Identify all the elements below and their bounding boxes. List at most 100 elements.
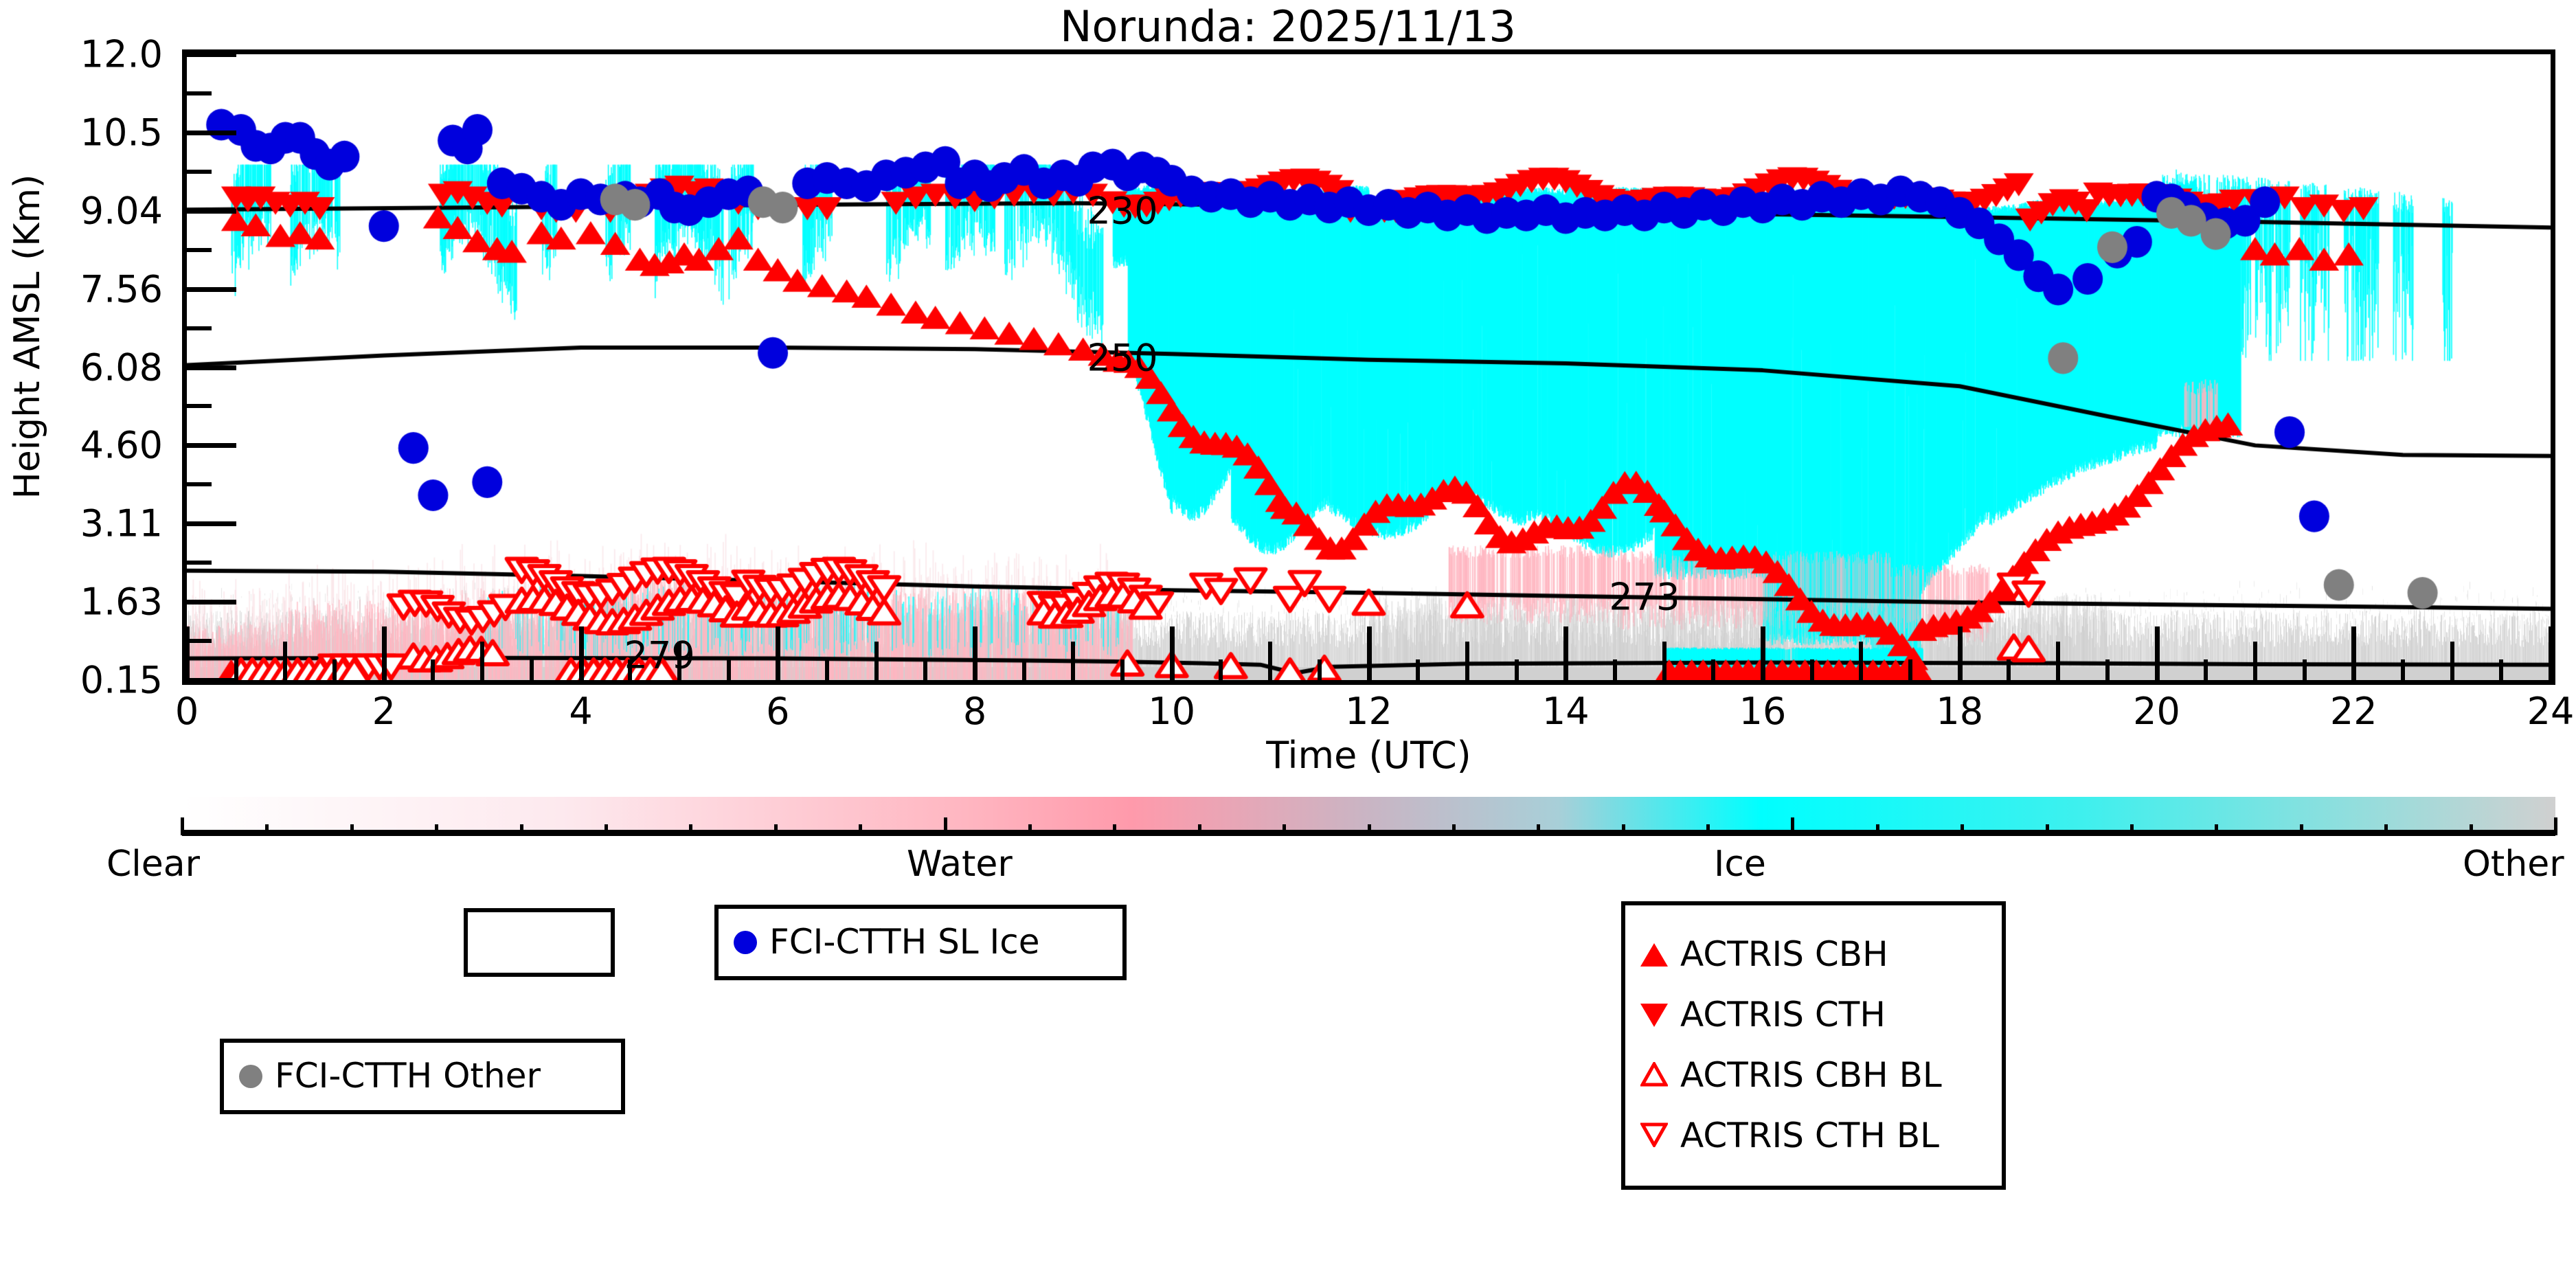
x-minor-tick	[2056, 642, 2061, 680]
y-minor-tick	[187, 639, 212, 644]
y-tick-label-4: 6.08	[80, 346, 163, 389]
plot-data-canvas	[187, 54, 2551, 680]
x-major-tick	[1563, 626, 1569, 680]
y-minor-tick	[187, 404, 212, 409]
grey-circle-icon	[239, 1065, 262, 1088]
x-minor-tick	[283, 642, 288, 680]
x-minor-tick	[2400, 659, 2405, 680]
x-major-tick	[2351, 626, 2357, 680]
x-major-tick	[1169, 626, 1175, 680]
x-minor-tick	[234, 659, 238, 680]
colorbar-tick	[1875, 824, 1879, 835]
x-minor-tick	[2204, 659, 2208, 680]
y-major-tick	[187, 208, 236, 214]
x-minor-tick	[1859, 642, 1864, 680]
colorbar-tick	[181, 817, 184, 835]
x-major-tick	[381, 626, 387, 680]
legend-label-sl-ice: FCI-CTTH SL Ice	[769, 922, 1040, 962]
colorbar-tick	[2384, 824, 2388, 835]
colorbar-label-other: Other	[2463, 844, 2564, 885]
colorbar-tick	[2215, 824, 2219, 835]
y-minor-tick	[187, 561, 212, 565]
legend-actris[interactable]: ACTRIS CBH ACTRIS CTH ACTRIS CBH BL ACTR…	[1621, 901, 2006, 1190]
legend-fci-other[interactable]: FCI-CTTH Other	[220, 1039, 625, 1114]
legend-row-actris-cbh-bl: ACTRIS CBH BL	[1625, 1046, 2002, 1106]
legend-fci-sl-ice[interactable]: FCI-CTTH SL Ice	[714, 905, 1127, 980]
isotherm-label-250: 250	[1087, 336, 1158, 380]
x-major-tick	[1957, 626, 1963, 680]
colorbar-tick	[1706, 824, 1710, 835]
triangle-up-filled-icon	[1640, 943, 1668, 967]
plot-clip	[187, 54, 2551, 680]
colorbar-tick	[1283, 824, 1287, 835]
x-tick-label-12: 12	[1345, 690, 1392, 733]
x-minor-tick	[2302, 659, 2307, 680]
x-minor-tick	[1219, 659, 1223, 680]
x-major-tick	[1366, 626, 1372, 680]
x-minor-tick	[1662, 642, 1667, 680]
colorbar-tick	[773, 824, 778, 835]
x-major-tick	[187, 626, 190, 680]
legend-label-actris-cth: ACTRIS CTH	[1680, 995, 1886, 1035]
isotherm-label-273: 273	[1609, 575, 1680, 619]
colorbar-tick	[859, 824, 863, 835]
legend-label-actris-cbh-bl: ACTRIS CBH BL	[1680, 1055, 1942, 1096]
x-minor-tick	[2499, 659, 2504, 680]
y-major-tick	[187, 521, 236, 527]
x-minor-tick	[1465, 642, 1469, 680]
x-minor-tick	[1317, 659, 1322, 680]
x-minor-tick	[2252, 642, 2257, 680]
colorbar-tick	[604, 824, 608, 835]
y-tick-label-1: 10.5	[80, 111, 163, 155]
x-tick-label-22: 22	[2329, 690, 2377, 733]
x-minor-tick	[529, 659, 534, 680]
colorbar-tick	[2554, 817, 2557, 835]
x-axis-title: Time (UTC)	[1266, 734, 1471, 777]
y-tick-label-5: 4.60	[80, 423, 163, 467]
x-minor-tick	[332, 659, 337, 680]
triangle-down-open-icon	[1639, 1122, 1669, 1150]
x-tick-label-24: 24	[2527, 690, 2575, 733]
x-minor-tick	[1711, 659, 1716, 680]
legend-empty-box[interactable]	[464, 908, 615, 977]
y-major-tick	[187, 678, 236, 680]
x-minor-tick	[1268, 642, 1273, 680]
colorbar	[181, 797, 2557, 838]
x-tick-label-6: 6	[766, 690, 790, 733]
x-minor-tick	[1908, 659, 1913, 680]
x-minor-tick	[628, 659, 633, 680]
y-tick-label-2: 9.04	[80, 189, 163, 233]
x-minor-tick	[2450, 642, 2454, 680]
isotherm-label-279: 279	[624, 633, 695, 677]
x-minor-tick	[1514, 659, 1519, 680]
legend-label-actris-cbh: ACTRIS CBH	[1680, 934, 1888, 975]
x-tick-label-0: 0	[174, 690, 199, 733]
x-minor-tick	[2105, 659, 2110, 680]
y-major-tick	[187, 443, 236, 449]
legend-row-actris-cth: ACTRIS CTH	[1625, 985, 2002, 1046]
colorbar-tick	[350, 824, 354, 835]
legend-row-sl-ice: FCI-CTTH SL Ice	[719, 921, 1122, 964]
colorbar-tick	[435, 824, 439, 835]
x-tick-label-8: 8	[962, 690, 987, 733]
colorbar-tick	[1028, 824, 1032, 835]
y-minor-tick	[187, 326, 212, 330]
colorbar-tick	[1537, 824, 1541, 835]
colorbar-tick	[2299, 824, 2303, 835]
x-axis-labels: 0 2 4 6 8 10 12 14 16 18 20 22 24	[0, 687, 2576, 742]
x-tick-label-20: 20	[2133, 690, 2180, 733]
triangle-down-filled-icon	[1640, 1004, 1668, 1027]
legend-label-actris-cth-bl: ACTRIS CTH BL	[1680, 1116, 1940, 1156]
legend-row-actris-cth-bl: ACTRIS CTH BL	[1625, 1106, 2002, 1166]
x-minor-tick	[1021, 659, 1026, 680]
legend-row-actris-cbh: ACTRIS CBH	[1625, 925, 2002, 985]
colorbar-tick	[1791, 817, 1795, 835]
colorbar-tick	[1451, 824, 1456, 835]
legend-label-other: FCI-CTTH Other	[275, 1056, 541, 1096]
colorbar-label-ice: Ice	[1714, 844, 1766, 885]
y-major-tick	[187, 54, 236, 57]
colorbar-tick	[519, 824, 523, 835]
legend-empty-row	[468, 941, 611, 944]
page-title: Norunda: 2025/11/13	[1060, 1, 1516, 52]
cloud-classification-plot: 230 250 273 279	[182, 49, 2555, 685]
